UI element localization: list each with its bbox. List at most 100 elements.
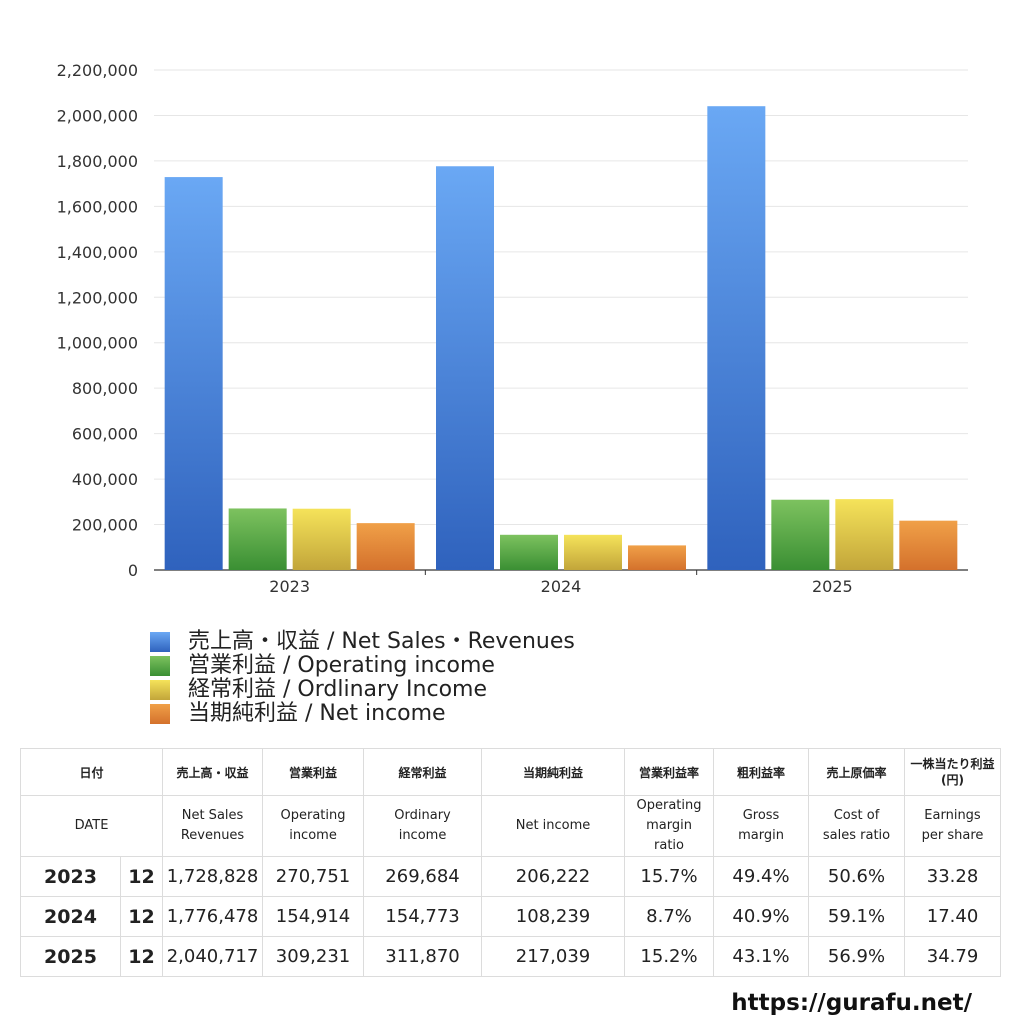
cell-operating: 154,914: [262, 896, 365, 937]
th-operating-jp: 営業利益: [262, 748, 365, 796]
th-date-jp: 日付: [19, 748, 164, 796]
cell-net: 206,222: [481, 856, 626, 897]
table-row: 2024 12 1,776,478 154,914 154,773 108,23…: [20, 896, 1002, 937]
cell-operating: 270,751: [262, 856, 365, 897]
cell-ordinary: 154,773: [363, 896, 483, 937]
legend-label-sales: 売上高・収益 / Net Sales・Revenues: [188, 629, 575, 654]
table-row: 2025 12 2,040,717 309,231 311,870 217,03…: [20, 936, 1002, 977]
th-date-en: DATE: [19, 795, 164, 857]
site-url[interactable]: https://gurafu.net/: [731, 990, 972, 1016]
cell-month: 12: [119, 896, 164, 937]
x-tick-label: 2025: [812, 577, 853, 596]
y-tick-label: 400,000: [72, 470, 138, 489]
th-ordinary-en-1: Ordinary: [394, 808, 451, 823]
financial-table: 日付 売上高・収益 営業利益 経常利益 当期純利益 営業利益率 粗利益率 売上原…: [19, 748, 1002, 977]
bar-2025-series-1: [771, 499, 830, 570]
th-cos-jp: 売上原価率: [808, 748, 906, 796]
bar-2024-series-2: [564, 534, 622, 570]
bar-2023-series-1: [228, 508, 287, 570]
grid-lines: [154, 69, 968, 571]
th-ordinary-en: Ordinary income: [363, 795, 483, 857]
legend-label-net: 当期純利益 / Net income: [188, 701, 446, 726]
cell-year: 2023: [20, 856, 121, 897]
bar-2024-series-1: [500, 534, 558, 570]
th-eps-jp-line2: (円): [941, 773, 964, 787]
x-tick-label: 2023: [269, 577, 310, 596]
th-ordinary-en-2: income: [398, 828, 447, 843]
bar-2025-series-2: [835, 499, 894, 570]
legend-swatch-sales: [150, 632, 170, 652]
cell-cos: 59.1%: [808, 896, 906, 937]
th-eps-en-1: Earnings: [924, 808, 981, 823]
th-sales-jp: 売上高・収益: [162, 748, 264, 796]
cell-opm: 15.2%: [624, 936, 715, 977]
legend-item-ordinary: 経常利益 / Ordlinary Income: [150, 678, 575, 702]
bar-chart: 0 200,000 400,000 600,000 800,000 1,000,000 1,…: [57, 61, 968, 596]
legend-item-operating: 営業利益 / Operating income: [150, 654, 575, 678]
table-row: 2023 12 1,728,828 270,751 269,684 206,22…: [20, 856, 1002, 897]
cell-cos: 56.9%: [808, 936, 906, 977]
cell-operating: 309,231: [262, 936, 365, 977]
cell-year: 2024: [20, 896, 121, 937]
bar-2025-series-3: [899, 520, 958, 570]
y-tick-label: 0: [128, 561, 138, 580]
bar-2023-series-3: [356, 523, 415, 570]
th-net-en: Net income: [481, 795, 626, 857]
bars: [164, 106, 958, 571]
th-operating-en: Operating income: [262, 795, 365, 857]
legend-swatch-net: [150, 704, 170, 724]
legend-item-net: 当期純利益 / Net income: [150, 702, 575, 726]
th-sales-en: Net Sales Revenues: [162, 795, 264, 857]
y-tick-label: 1,000,000: [57, 334, 138, 353]
cell-gm: 40.9%: [713, 896, 810, 937]
legend-swatch-ordinary: [150, 680, 170, 700]
th-sales-en-1: Net Sales: [181, 808, 244, 823]
th-opm-en-1: Operating: [636, 798, 702, 813]
x-tick-label: 2024: [541, 577, 582, 596]
th-cos-en: Cost of sales ratio: [808, 795, 906, 857]
th-cos-en-1: Cost of: [833, 808, 880, 823]
x-axis-ticks: 2023 2024 2025: [269, 570, 853, 596]
th-operating-en-2: income: [289, 828, 337, 843]
th-opm-jp: 営業利益率: [624, 748, 715, 796]
table-header-en: DATE Net Sales Revenues Operating income…: [19, 795, 1002, 857]
th-gm-en-1: Gross: [742, 808, 780, 823]
legend-swatch-operating: [150, 656, 170, 676]
bar-2023-series-0: [164, 177, 223, 571]
y-tick-label: 600,000: [72, 425, 138, 444]
bar-2024-series-3: [628, 545, 686, 570]
cell-eps: 33.28: [904, 856, 1002, 897]
cell-sales: 1,728,828: [162, 856, 264, 897]
cell-net: 108,239: [481, 896, 626, 937]
cell-month: 12: [119, 936, 164, 977]
th-eps-jp-line1: 一株当たり利益: [910, 757, 995, 771]
th-ordinary-jp: 経常利益: [363, 748, 483, 796]
y-tick-label: 1,400,000: [57, 243, 138, 262]
th-sales-en-2: Revenues: [180, 828, 245, 843]
y-tick-label: 800,000: [72, 379, 138, 398]
th-eps-en-2: per share: [921, 828, 984, 843]
cell-opm: 8.7%: [624, 896, 715, 937]
y-tick-label: 1,800,000: [57, 152, 138, 171]
cell-month: 12: [119, 856, 164, 897]
th-eps-en: Earnings per share: [904, 795, 1002, 857]
th-gm-en: Gross margin: [713, 795, 810, 857]
th-gm-jp: 粗利益率: [713, 748, 810, 796]
cell-ordinary: 269,684: [363, 856, 483, 897]
cell-gm: 49.4%: [713, 856, 810, 897]
cell-net: 217,039: [481, 936, 626, 977]
cell-opm: 15.7%: [624, 856, 715, 897]
y-tick-label: 1,200,000: [57, 288, 138, 307]
th-eps-jp: 一株当たり利益 (円): [904, 748, 1002, 796]
th-operating-en-1: Operating: [280, 808, 346, 823]
th-net-jp: 当期純利益: [481, 748, 626, 796]
th-cos-en-2: sales ratio: [822, 828, 891, 843]
legend-label-operating: 営業利益 / Operating income: [188, 653, 495, 678]
cell-eps: 17.40: [904, 896, 1002, 937]
bar-2023-series-2: [292, 508, 351, 570]
legend-item-sales: 売上高・収益 / Net Sales・Revenues: [150, 630, 575, 654]
cell-gm: 43.1%: [713, 936, 810, 977]
cell-eps: 34.79: [904, 936, 1002, 977]
y-tick-label: 2,200,000: [57, 61, 138, 80]
cell-cos: 50.6%: [808, 856, 906, 897]
